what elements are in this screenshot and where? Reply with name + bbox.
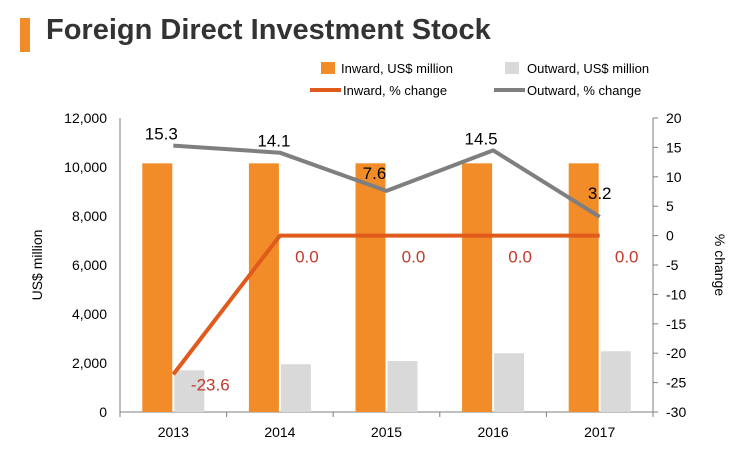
x-tick-label: 2014 <box>264 424 295 440</box>
bar-inward-usd <box>248 163 279 412</box>
y2-tick-label: 0 <box>666 228 674 244</box>
y-tick-label: 10,000 <box>64 159 107 175</box>
bar-inward-usd <box>142 163 173 412</box>
bar-outward-usd <box>600 351 631 412</box>
data-label-outward-pct: 7.6 <box>363 164 387 183</box>
x-tick-label: 2016 <box>478 424 509 440</box>
x-tick-label: 2017 <box>584 424 615 440</box>
y2-tick-label: -30 <box>666 404 686 420</box>
data-label-outward-pct: 14.5 <box>465 129 498 148</box>
y2-tick-label: 15 <box>666 139 682 155</box>
y2-axis-title: % change <box>712 234 728 296</box>
bar-outward-usd <box>387 361 418 412</box>
title-accent-bar <box>20 18 30 52</box>
data-label-inward-pct: 0.0 <box>508 248 532 267</box>
y-tick-label: 8,000 <box>72 208 107 224</box>
chart-title: Foreign Direct Investment Stock <box>46 14 491 46</box>
y2-tick-label: 20 <box>666 110 682 126</box>
y-tick-label: 0 <box>99 404 107 420</box>
bar-outward-usd <box>280 364 311 412</box>
line-inward-pct <box>171 233 600 376</box>
bar-inward-usd <box>462 163 493 412</box>
bar-inward-usd <box>355 163 386 412</box>
y2-tick-label: 10 <box>666 169 682 185</box>
y-tick-label: 6,000 <box>72 257 107 273</box>
y2-tick-label: -20 <box>666 345 686 361</box>
x-tick-label: 2015 <box>371 424 402 440</box>
y2-tick-label: -25 <box>666 375 686 391</box>
legend-swatch-outward-usd <box>505 62 519 74</box>
data-label-inward-pct: 0.0 <box>402 248 426 267</box>
y-axis-title: US$ million <box>29 230 45 301</box>
data-label-inward-pct: 0.0 <box>295 248 319 267</box>
bar-outward-usd <box>494 353 525 412</box>
data-label-outward-pct: 14.1 <box>257 132 290 151</box>
data-label-outward-pct: 15.3 <box>145 125 178 144</box>
data-label-outward-pct: 3.2 <box>588 184 612 203</box>
x-tick-label: 2013 <box>158 424 189 440</box>
bar-outward-usd <box>174 370 205 412</box>
legend-label-inward-pct: Inward, % change <box>343 83 447 98</box>
y2-tick-label: -5 <box>666 257 679 273</box>
legend-label-outward-pct: Outward, % change <box>527 83 641 98</box>
y-tick-label: 12,000 <box>64 110 107 126</box>
y2-tick-label: -15 <box>666 316 686 332</box>
data-label-inward-pct: -23.6 <box>191 375 230 394</box>
legend-swatch-inward-usd <box>321 62 335 74</box>
legend-label-outward-usd: Outward, US$ million <box>527 61 649 76</box>
y2-tick-label: 5 <box>666 198 674 214</box>
line-outward-pct <box>173 143 601 219</box>
y-tick-label: 2,000 <box>72 355 107 371</box>
y-tick-label: 4,000 <box>72 306 107 322</box>
data-label-inward-pct: 0.0 <box>615 248 639 267</box>
legend-label-inward-usd: Inward, US$ million <box>341 61 453 76</box>
y2-tick-label: -10 <box>666 286 686 302</box>
